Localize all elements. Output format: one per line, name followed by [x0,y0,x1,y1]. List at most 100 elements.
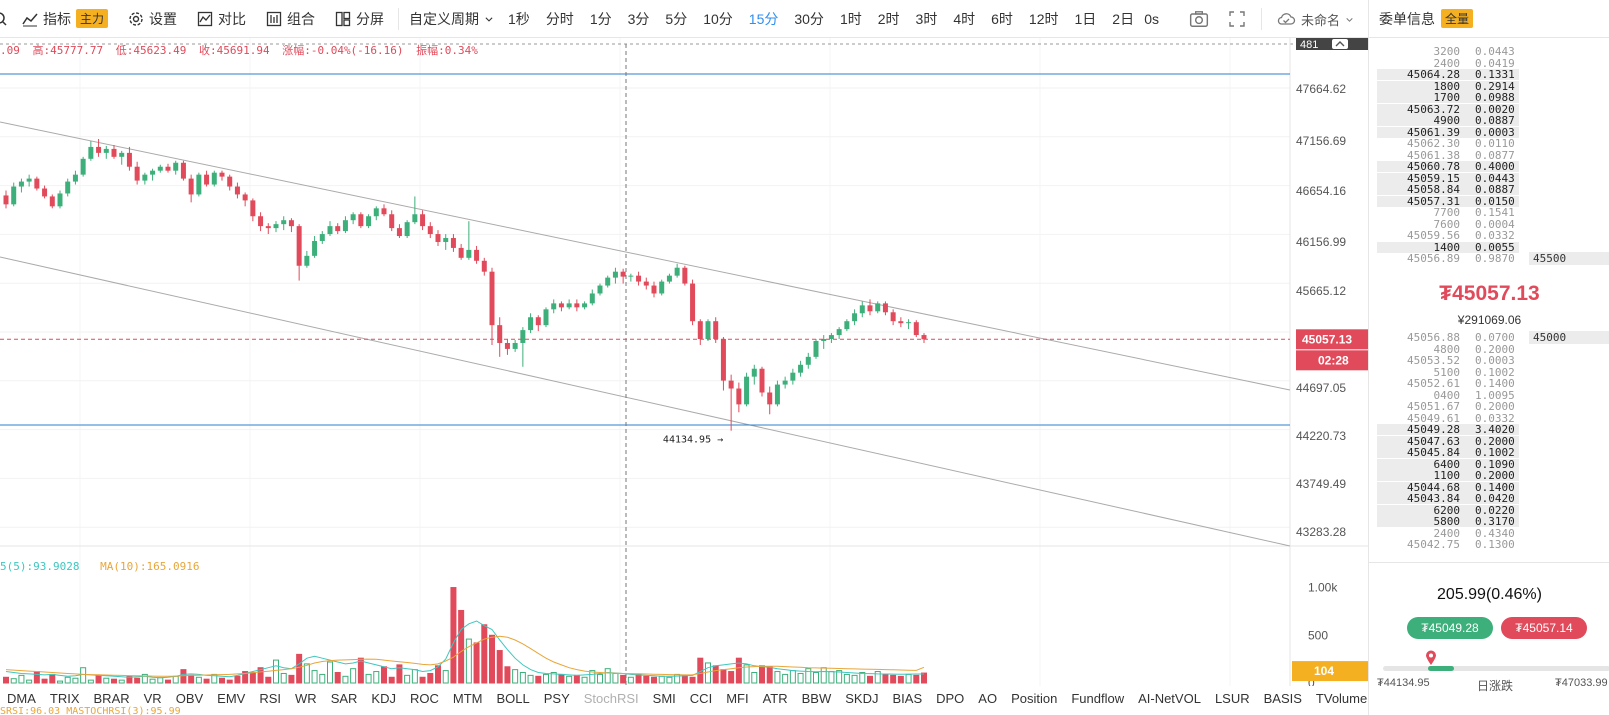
price-chart[interactable]: 44134.95 → 47664.62 47156.69 46654.16 46156.… [0,38,1368,688]
sell-price-button[interactable]: ₮45057.14 [1501,617,1587,639]
period-tab[interactable]: 6时 [991,10,1013,27]
bid-row[interactable]: 45049.28 3.4020 [1369,424,1609,435]
indicator-tab[interactable]: BRAR [93,690,130,706]
bid-row[interactable]: 45052.61 0.1400 [1369,378,1609,389]
bid-row[interactable]: 0400 1.0095 [1369,390,1609,401]
ask-row[interactable]: 7700 0.1541 [1369,207,1609,218]
period-tab[interactable]: 1日 [1074,10,1097,27]
combo-button[interactable]: 组合 [256,0,325,38]
period-tab[interactable]: 15分 [748,10,779,27]
indicator-tab[interactable]: Fundflow [1071,690,1125,706]
ask-row[interactable]: 45063.72 0.0020 [1369,103,1609,115]
indicator-tab[interactable]: BOLL [496,690,530,706]
ask-row[interactable]: 1400 0.0055 [1369,241,1609,253]
bid-row[interactable]: 45049.61 0.0332 [1369,413,1609,424]
bid-row[interactable]: 45053.52 0.0003 [1369,355,1609,366]
bid-row[interactable]: 45047.63 0.2000 [1369,435,1609,447]
indicator-tab[interactable]: SKDJ [845,690,879,706]
indicator-tab[interactable]: BBW [801,690,832,706]
period-tab[interactable]: 10分 [703,10,733,27]
main-force-badge[interactable]: 主力 [76,9,109,28]
indicator-tab[interactable]: DPO [936,690,965,706]
indicator-tab[interactable]: WR [295,690,317,706]
ask-row[interactable]: 4900 0.0887 [1369,115,1609,126]
indicator-tab[interactable]: VR [143,690,162,706]
bid-row[interactable]: 6400 0.1090 [1369,458,1609,470]
bid-row[interactable]: 45051.67 0.2000 [1369,401,1609,412]
bid-row[interactable]: 5800 0.3170 [1369,516,1609,527]
compare-button[interactable]: 对比 [187,0,256,38]
indicator-button[interactable]: 指标 主力 [12,0,118,38]
ask-row[interactable]: 45061.39 0.0003 [1369,126,1609,138]
bid-row[interactable]: 45045.84 0.1002 [1369,447,1609,458]
layout-name-dropdown[interactable]: 未命名 [1266,0,1368,38]
bid-row[interactable]: 45044.68 0.1400 [1369,481,1609,493]
indicator-tab[interactable]: RSI [259,690,282,706]
ask-row[interactable]: 45060.78 0.4000 [1369,161,1609,172]
search-button[interactable] [0,0,12,38]
period-tab[interactable]: 分时 [545,10,574,27]
indicator-tab[interactable]: CCI [689,690,713,706]
indicator-tab[interactable]: Position [1011,690,1058,706]
split-screen-button[interactable]: 分屏 [325,0,394,38]
indicator-tab[interactable]: BIAS [892,690,923,706]
indicator-tab[interactable]: ATR [762,690,788,706]
period-tab[interactable]: 2日 [1112,10,1135,27]
ask-row[interactable]: 45061.38 0.0877 [1369,150,1609,161]
indicator-tab[interactable]: MFI [726,690,749,706]
bid-row[interactable]: 1100 0.2000 [1369,470,1609,481]
custom-period-dropdown[interactable]: 自定义周期 [403,0,500,38]
period-tab[interactable]: 2时 [877,10,900,27]
ask-row[interactable]: 3200 0.0443 [1369,46,1609,57]
settings-button[interactable]: 设置 [118,0,187,38]
period-tab[interactable]: 1分 [589,10,612,27]
ask-row[interactable]: 45064.28 0.1331 [1369,69,1609,80]
ask-row[interactable]: 45057.31 0.0150 [1369,195,1609,207]
period-tab[interactable]: 1时 [839,10,862,27]
indicator-tab[interactable]: StochRSI [583,690,639,706]
bid-row[interactable]: 5100 0.1002 [1369,367,1609,378]
indicator-tab[interactable]: PSY [543,690,570,706]
indicator-tab[interactable]: AI-NetVOL [1138,690,1201,706]
indicator-tab[interactable]: KDJ [371,690,396,706]
indicator-tab[interactable]: AO [978,690,998,706]
bid-row[interactable]: 2400 0.4340 [1369,528,1609,539]
indicator-tab[interactable]: LSUR [1214,690,1250,706]
screenshot-button[interactable] [1181,0,1217,38]
indicator-tab[interactable]: SMI [652,690,676,706]
indicator-tab[interactable]: TRIX [49,690,80,706]
period-tab[interactable]: 1秒 [508,10,530,27]
ask-row[interactable]: 45056.89 0.9870 45500 [1369,252,1609,265]
candlestick-chart[interactable]: 44134.95 → 47664.62 47156.69 46654.16 46156.… [0,38,1368,688]
ask-row[interactable]: 45059.56 0.0332 [1369,230,1609,241]
indicator-tab[interactable]: BASIS [1263,690,1302,706]
buy-price-button[interactable]: ₮45049.28 [1407,617,1493,639]
indicator-tab[interactable]: DMA [7,690,36,706]
period-tab[interactable]: 30分 [794,10,824,27]
period-tab[interactable]: 3分 [627,10,650,27]
ask-row[interactable]: 2400 0.0419 [1369,58,1609,69]
bid-row[interactable]: 45043.84 0.0420 [1369,493,1609,504]
order-book-depth-badge[interactable]: 全量 [1441,9,1474,28]
indicator-tab[interactable]: TVolume [1315,690,1368,706]
period-tab[interactable]: 4时 [953,10,976,27]
indicator-tab[interactable]: MTM [452,690,483,706]
bid-row[interactable]: 4800 0.2000 [1369,344,1609,355]
indicator-tab[interactable]: SAR [330,690,358,706]
bid-row[interactable]: 45042.75 0.1300 [1369,539,1609,550]
ask-row[interactable]: 45062.30 0.0110 [1369,138,1609,149]
ask-row[interactable]: 45058.84 0.0887 [1369,184,1609,195]
period-tab[interactable]: 12时 [1028,10,1059,27]
ask-row[interactable]: 1700 0.0988 [1369,92,1609,103]
fullscreen-button[interactable] [1217,0,1257,38]
indicator-tab[interactable]: OBV [175,690,204,706]
timer-button[interactable]: 0s [1144,11,1159,27]
indicator-tab[interactable]: EMV [217,690,246,706]
indicator-tab[interactable]: ROC [409,690,439,706]
period-tab[interactable]: 5分 [665,10,688,27]
period-tab[interactable]: 3时 [915,10,938,27]
ask-row[interactable]: 7600 0.0004 [1369,219,1609,230]
bid-row[interactable]: 6200 0.0220 [1369,504,1609,516]
bid-row[interactable]: 45056.88 0.0700 45000 [1369,331,1609,344]
ask-row[interactable]: 45059.15 0.0443 [1369,172,1609,184]
